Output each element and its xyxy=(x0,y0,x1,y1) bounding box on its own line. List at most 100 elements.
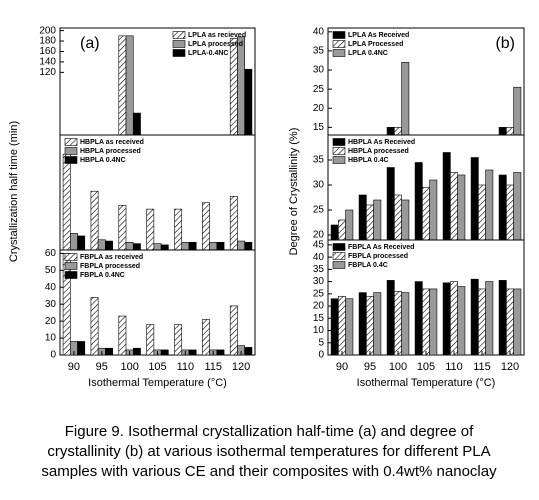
y-tick-label: 30 xyxy=(45,299,57,310)
legend-label: LPLA Processed xyxy=(348,41,403,48)
x-tick-label: 110 xyxy=(177,361,195,373)
y-tick-label: 0 xyxy=(318,350,324,361)
bar xyxy=(513,288,522,356)
bar xyxy=(442,152,451,241)
y-tick-label: 25 xyxy=(313,84,325,95)
legend-swatch xyxy=(332,49,346,57)
bar xyxy=(244,242,253,251)
x-tick-label: 90 xyxy=(68,361,80,373)
bar xyxy=(457,174,466,241)
bar xyxy=(498,127,507,136)
bar xyxy=(132,347,141,356)
bar xyxy=(118,315,127,356)
bar xyxy=(146,324,155,356)
y-tick-label: 0 xyxy=(50,350,56,361)
bar xyxy=(414,162,423,241)
bar xyxy=(330,224,339,241)
y-tick-label: 30 xyxy=(313,65,325,76)
bar xyxy=(373,199,382,241)
y-tick-label: 35 xyxy=(313,264,325,275)
y-tick-label: 15 xyxy=(313,122,325,133)
legend-label: FBPLA 0.4C xyxy=(348,262,388,269)
x-tick-label: 115 xyxy=(473,361,491,373)
legend-swatch xyxy=(64,271,78,279)
y-tick-label: 45 xyxy=(313,240,325,251)
bar xyxy=(506,184,514,241)
y-axis-title: Degree of Crystallinity (%) xyxy=(288,128,300,256)
bar xyxy=(132,112,141,136)
bar xyxy=(216,349,225,356)
y-tick-label: 60 xyxy=(45,248,57,259)
x-tick-label: 90 xyxy=(336,361,348,373)
y-tick-label: 20 xyxy=(313,230,325,241)
y-tick-label: 10 xyxy=(313,325,325,336)
legend-label: FBPLA As Received xyxy=(348,244,414,251)
legend-label: LPLA 0.4NC xyxy=(348,50,388,57)
bar xyxy=(485,169,494,241)
bar xyxy=(386,167,395,241)
bar xyxy=(422,187,430,241)
bar xyxy=(401,292,410,356)
legend-swatch xyxy=(64,138,78,146)
legend-swatch xyxy=(332,252,346,260)
bar xyxy=(160,349,169,356)
bar xyxy=(470,157,479,241)
legend-label: FBPLA processed xyxy=(80,263,140,270)
legend-swatch xyxy=(64,156,78,164)
bar xyxy=(237,240,245,251)
bar xyxy=(97,239,106,251)
bar xyxy=(429,179,438,241)
bar xyxy=(77,235,86,251)
bar xyxy=(394,127,402,136)
y-tick-label: 120 xyxy=(39,67,56,78)
bar xyxy=(450,281,458,356)
bar xyxy=(188,242,197,251)
x-tick-label: 95 xyxy=(364,361,376,373)
y-tick-label: 30 xyxy=(313,180,325,191)
bar xyxy=(366,295,374,356)
x-axis-title: Isothermal Temperature (°C) xyxy=(357,377,496,389)
y-tick-label: 35 xyxy=(313,155,325,166)
legend-swatch xyxy=(332,31,346,39)
bar xyxy=(118,204,127,251)
y-tick-label: 35 xyxy=(313,46,325,57)
bar xyxy=(457,286,466,356)
legend-label: LPLA as recieved xyxy=(188,32,246,39)
bar xyxy=(153,243,162,251)
bar xyxy=(401,199,410,241)
x-axis-title: Isothermal Temperature (°C) xyxy=(88,377,227,389)
legend-label: HBPLA 0.4C xyxy=(348,157,389,164)
legend-swatch xyxy=(172,31,186,39)
y-tick-label: 25 xyxy=(313,205,325,216)
y-tick-label: 20 xyxy=(313,301,325,312)
bar xyxy=(216,242,225,251)
y-tick-label: 20 xyxy=(45,316,57,327)
bar xyxy=(160,244,169,251)
bar xyxy=(485,281,494,356)
legend-swatch xyxy=(64,262,78,270)
bar xyxy=(345,298,354,356)
y-tick-label: 160 xyxy=(39,46,56,57)
bar xyxy=(105,240,113,251)
bar xyxy=(401,62,410,136)
bar xyxy=(345,209,354,241)
legend-label: LPLA processed xyxy=(188,41,243,48)
y-tick-label: 40 xyxy=(313,26,325,37)
y-tick-label: 140 xyxy=(39,57,56,68)
bar xyxy=(506,288,514,356)
bar xyxy=(394,291,402,356)
y-tick-label: 40 xyxy=(45,282,57,293)
legend-label: HBPLA as received xyxy=(80,139,144,146)
bar xyxy=(478,184,486,241)
legend-label: LPLA As Received xyxy=(348,32,409,39)
bar xyxy=(470,278,479,356)
legend-label: FBPLA processed xyxy=(348,253,408,260)
bar xyxy=(422,288,430,356)
bar xyxy=(62,153,71,251)
bar xyxy=(174,208,183,251)
bar xyxy=(450,172,458,241)
bar xyxy=(442,282,451,356)
caption-line: crystallinity (b) at various isothermal … xyxy=(47,443,490,460)
bar xyxy=(513,172,522,241)
y-axis-title: Crystallization half time (min) xyxy=(8,121,20,262)
